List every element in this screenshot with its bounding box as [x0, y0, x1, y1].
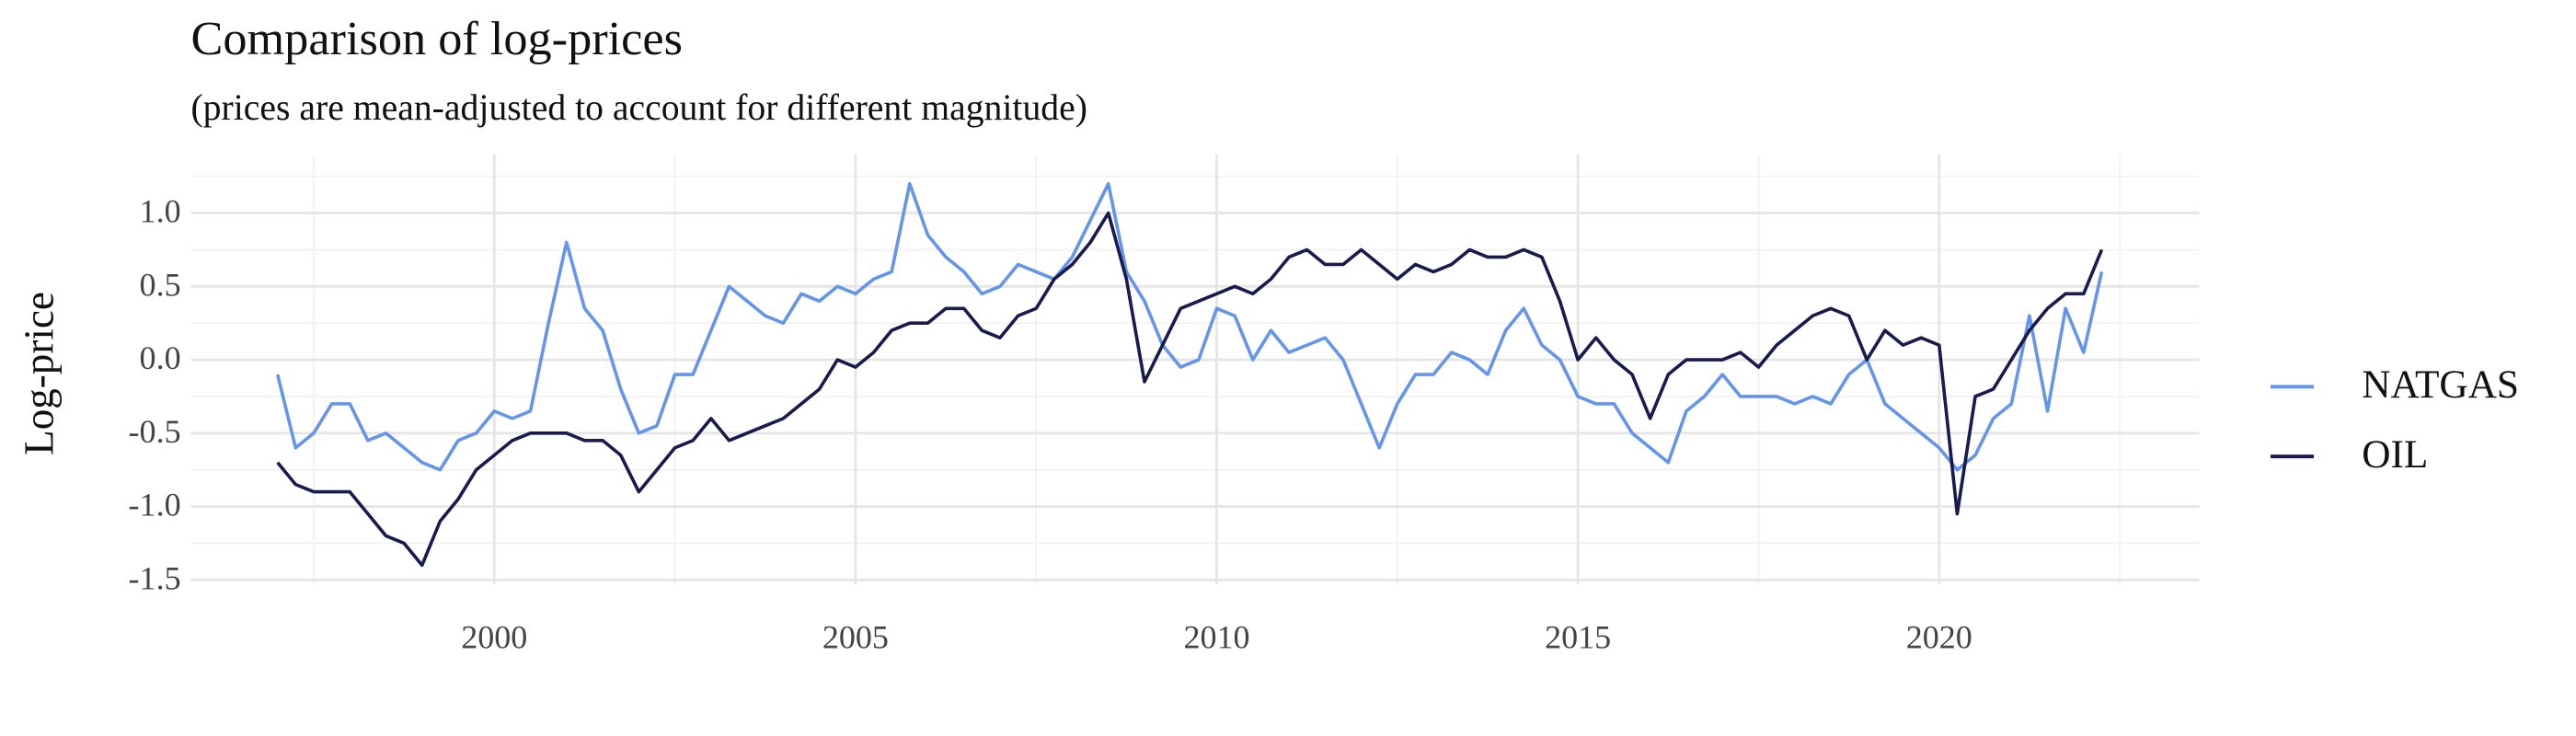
chart-title: Comparison of log-prices: [190, 12, 683, 65]
y-tick-label: 1.0: [140, 193, 181, 230]
y-tick-label: 0.0: [140, 339, 181, 376]
x-tick-label: 2015: [1545, 619, 1611, 656]
x-tick-label: 2005: [822, 619, 889, 656]
y-tick-label: -1.0: [129, 487, 181, 523]
y-tick-label: -0.5: [129, 413, 181, 450]
legend-label: NATGAS: [2362, 362, 2519, 407]
x-tick-label: 2020: [1906, 619, 1972, 656]
x-tick-label: 2010: [1183, 619, 1249, 656]
y-tick-label: 0.5: [140, 266, 181, 303]
chart-subtitle: (prices are mean-adjusted to account for…: [190, 87, 1087, 128]
line-series: [276, 211, 2104, 568]
y-tick-label: -1.5: [129, 559, 181, 596]
line-series: [275, 181, 2104, 472]
x-tick-label: 2000: [461, 619, 527, 656]
y-axis-label: Log-price: [16, 292, 62, 455]
legend-label: OIL: [2362, 432, 2428, 477]
